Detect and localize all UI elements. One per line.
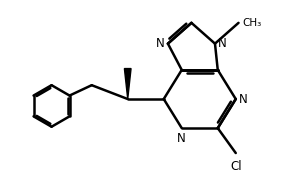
Text: Cl: Cl xyxy=(230,160,241,173)
Text: N: N xyxy=(239,93,248,105)
Text: N: N xyxy=(218,37,227,50)
Text: N: N xyxy=(156,37,165,50)
Polygon shape xyxy=(124,68,131,99)
Text: CH₃: CH₃ xyxy=(243,18,262,28)
Text: N: N xyxy=(177,132,186,145)
